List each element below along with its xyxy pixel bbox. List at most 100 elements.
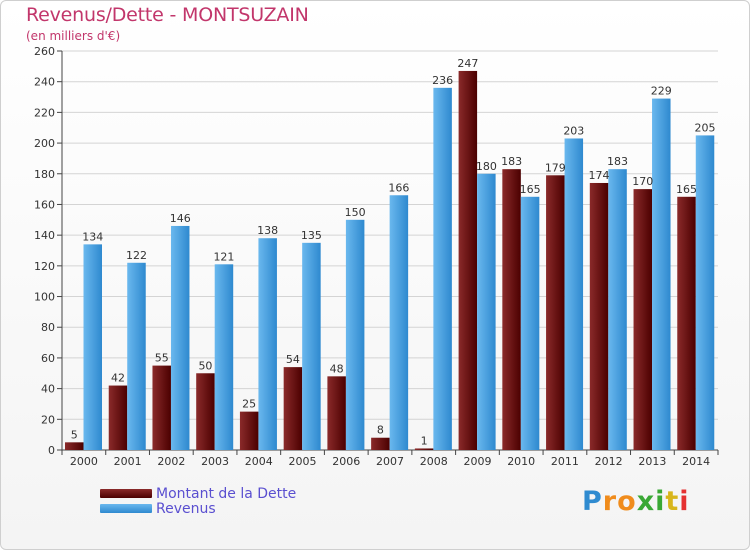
x-tick-label: 2006 — [332, 455, 360, 468]
data-label-dette: 25 — [242, 398, 256, 411]
data-labels: 5 134 42 122 55 146 50 121 25 138 54 135 48 150 8 166 1 2… — [71, 57, 716, 448]
y-tick-label: 60 — [41, 352, 55, 365]
bar-dette — [589, 182, 609, 450]
chart-unit-subtitle: (en milliers d'€) — [26, 29, 121, 43]
data-label-dette: 50 — [198, 359, 212, 372]
x-tick-label: 2013 — [638, 455, 666, 468]
y-tick-label: 80 — [41, 321, 55, 334]
bar-dette — [371, 437, 390, 450]
data-label-revenus: 135 — [301, 229, 322, 242]
y-tick-label: 240 — [34, 76, 55, 89]
bar-revenus — [477, 173, 496, 450]
bar-dette — [677, 196, 696, 450]
data-label-revenus: 166 — [388, 181, 409, 194]
data-label-revenus: 121 — [213, 250, 234, 263]
bar-revenus — [433, 87, 452, 450]
logo-letter: r — [602, 486, 618, 517]
bar-revenus — [564, 138, 584, 450]
x-tick-label: 2010 — [507, 455, 535, 468]
y-tick-label: 40 — [41, 383, 55, 396]
bar-revenus — [127, 262, 146, 450]
x-tick-label: 2011 — [551, 455, 579, 468]
data-label-dette: 179 — [545, 161, 566, 174]
x-tick-label: 2004 — [245, 455, 273, 468]
bar-revenus — [345, 219, 365, 450]
y-tick-label: 260 — [34, 45, 55, 58]
logo-letter: i — [679, 486, 690, 517]
data-label-dette: 247 — [457, 57, 478, 70]
x-tick-label: 2008 — [420, 455, 448, 468]
y-tick-label: 220 — [34, 106, 55, 119]
logo-letter: o — [617, 486, 637, 517]
legend: Montant de la Dette Revenus — [100, 486, 296, 517]
axes: 0 20 40 60 80 100 120 140 160 180 200 220 240 260 2000… — [34, 45, 719, 468]
legend-label-revenus: Revenus — [156, 500, 216, 517]
bar-revenus — [258, 238, 277, 450]
bars — [65, 70, 715, 451]
data-label-revenus: 183 — [607, 155, 628, 168]
x-tick-label: 2002 — [157, 455, 185, 468]
logo-letter: t — [665, 486, 680, 517]
data-label-dette: 165 — [676, 183, 697, 196]
data-label-dette: 183 — [501, 155, 522, 168]
data-label-revenus: 146 — [170, 212, 191, 225]
bar-revenus — [652, 98, 671, 451]
data-label-dette: 1 — [421, 434, 428, 447]
y-tick-label: 140 — [34, 229, 55, 242]
y-tick-label: 180 — [34, 168, 55, 181]
logo-letter: P — [582, 486, 603, 517]
bar-dette — [502, 169, 521, 450]
y-tick-label: 160 — [34, 198, 55, 211]
x-tick-label: 2012 — [595, 455, 623, 468]
legend-item-dette: Montant de la Dette — [100, 486, 296, 502]
chart-title: Revenus/Dette - MONTSUZAIN — [26, 4, 309, 26]
data-label-dette: 48 — [330, 362, 344, 375]
bar-dette — [546, 175, 565, 451]
data-label-dette: 170 — [632, 175, 653, 188]
data-label-revenus: 180 — [476, 160, 497, 173]
bar-dette — [196, 373, 215, 450]
bar-dette — [239, 411, 259, 450]
bar-revenus — [520, 196, 540, 450]
bar-revenus — [695, 135, 715, 450]
y-tick-label: 120 — [34, 260, 55, 273]
y-tick-label: 20 — [41, 413, 55, 426]
x-tick-label: 2007 — [376, 455, 404, 468]
data-label-dette: 8 — [377, 424, 384, 437]
data-label-dette: 5 — [71, 428, 78, 441]
data-label-revenus: 165 — [520, 183, 541, 196]
data-label-revenus: 203 — [563, 124, 584, 137]
y-tick-label: 0 — [48, 444, 55, 457]
bar-revenus — [214, 264, 234, 450]
bar-dette — [414, 448, 434, 450]
x-tick-label: 2014 — [682, 455, 710, 468]
data-label-revenus: 138 — [257, 224, 278, 237]
data-label-dette: 42 — [111, 372, 125, 385]
x-tick-label: 2000 — [70, 455, 98, 468]
bar-dette — [283, 367, 303, 450]
bar-revenus — [170, 225, 190, 450]
data-label-revenus: 236 — [432, 74, 453, 87]
x-tick-label: 2003 — [201, 455, 229, 468]
data-label-dette: 174 — [589, 169, 610, 182]
logo-letter: i — [655, 486, 666, 517]
data-label-dette: 55 — [155, 352, 169, 365]
bar-dette — [65, 442, 84, 450]
bar-revenus — [302, 242, 321, 450]
bar-revenus — [83, 244, 102, 450]
data-label-revenus: 229 — [651, 85, 672, 98]
bar-dette — [458, 70, 478, 450]
legend-swatch-revenus — [100, 504, 152, 513]
bar-dette — [633, 189, 653, 450]
bar-revenus — [389, 195, 409, 450]
bar-dette — [108, 385, 128, 450]
legend-item-revenus: Revenus — [100, 500, 296, 517]
x-tick-label: 2009 — [463, 455, 491, 468]
bar-revenus — [608, 169, 627, 450]
data-label-revenus: 122 — [126, 249, 147, 262]
y-tick-label: 100 — [34, 291, 55, 304]
bar-dette — [152, 365, 171, 450]
logo-letter: x — [636, 486, 656, 517]
data-label-revenus: 205 — [695, 121, 716, 134]
